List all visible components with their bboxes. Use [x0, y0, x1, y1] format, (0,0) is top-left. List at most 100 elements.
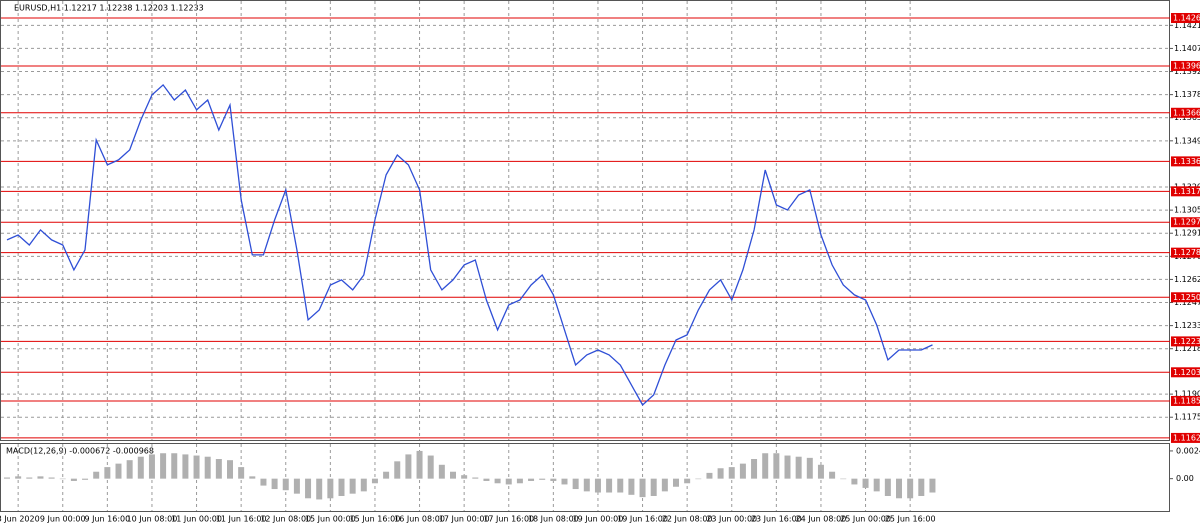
- macd-bar: [59, 478, 66, 480]
- x-tick-label: 25 Jun 16:00: [885, 515, 936, 524]
- macd-bar: [505, 478, 512, 485]
- x-tick-label: 16 Jun 08:00: [394, 515, 445, 524]
- macd-bar: [494, 478, 501, 484]
- macd-bar: [516, 478, 523, 484]
- macd-bar: [126, 460, 133, 479]
- macd-bar: [862, 478, 869, 488]
- x-tick-label: 9 Jun 00:00: [40, 515, 86, 524]
- macd-bar: [918, 478, 925, 496]
- macd-bar: [817, 464, 824, 479]
- x-tick-label: 9 Jun 16:00: [84, 515, 130, 524]
- macd-bar: [48, 477, 55, 479]
- macd-bar: [461, 475, 468, 479]
- y-tick-label: 1.12475: [1174, 298, 1200, 307]
- level-label-box: [1171, 292, 1200, 303]
- x-tick-label: 10 Jun 08:00: [127, 515, 178, 524]
- x-tick-label: 11 Jun 16:00: [216, 515, 267, 524]
- macd-bar: [483, 478, 490, 481]
- macd-bar: [227, 460, 233, 479]
- macd-bar: [717, 468, 724, 479]
- price-line: [6, 83, 933, 407]
- macd-bar: [82, 478, 89, 480]
- y-tick-label: 1.13780: [1174, 90, 1200, 99]
- macd-bar: [550, 478, 557, 481]
- macd-bar: [606, 478, 613, 493]
- macd-bar: [4, 477, 10, 479]
- level-label-box: [1171, 247, 1200, 258]
- macd-bar: [762, 453, 769, 479]
- macd-bar: [896, 478, 902, 499]
- macd-bar: [706, 472, 713, 479]
- macd-bar: [26, 477, 33, 479]
- macd-bar: [215, 459, 222, 479]
- macd-bar: [773, 453, 780, 479]
- macd-bar: [271, 478, 278, 490]
- x-tick-label: 17 Jun 00:00: [439, 515, 490, 524]
- macd-bar: [371, 478, 378, 484]
- macd-bar: [115, 463, 122, 479]
- x-tick-label: 19 Jun 00:00: [573, 515, 624, 524]
- x-tick-label: 23 Jun 16:00: [751, 515, 802, 524]
- y-tick-label: 1.14215: [1174, 21, 1200, 30]
- level-label: 1.11857: [1173, 396, 1200, 405]
- main-panel-frame: [0, 0, 1170, 441]
- macd-bar: [338, 478, 345, 496]
- level-label-box: [1171, 367, 1200, 378]
- macd-bar: [806, 457, 813, 479]
- x-tick-label: 8 Jun 2020: [0, 515, 40, 524]
- x-tick-label: 12 Jun 08:00: [260, 515, 311, 524]
- macd-bar: [204, 456, 211, 479]
- x-tick-label: 11 Jun 00:00: [171, 515, 222, 524]
- macd-bar: [784, 455, 791, 479]
- x-tick-label: 23 Jun 00:00: [706, 515, 757, 524]
- macd-bar: [416, 450, 423, 479]
- macd-bar: [673, 478, 679, 487]
- macd-bar: [182, 454, 189, 479]
- macd-title: MACD(12,26,9) -0.000672 -0.000968: [6, 447, 154, 456]
- y-tick-label: 1.11900: [1174, 390, 1200, 399]
- macd-bar: [305, 478, 312, 499]
- level-label-box: [1171, 13, 1200, 24]
- macd-panel-frame: [0, 443, 1170, 512]
- macd-bar: [104, 467, 111, 479]
- macd-bar: [450, 471, 456, 479]
- macd-bar: [15, 476, 22, 479]
- level-label-box: [1171, 107, 1200, 118]
- y-tick-label: 1.13490: [1174, 136, 1200, 145]
- macd-bar: [594, 478, 601, 493]
- macd-bar: [572, 478, 579, 490]
- level-label: 1.12037: [1173, 368, 1200, 377]
- macd-bar: [160, 453, 167, 479]
- macd-bar: [929, 478, 936, 493]
- macd-bar: [260, 478, 267, 486]
- level-label: 1.12788: [1173, 248, 1200, 257]
- macd-bar: [293, 478, 300, 494]
- macd-bar: [70, 478, 77, 481]
- macd-bar: [349, 478, 356, 494]
- macd-bar: [795, 456, 802, 479]
- chart-title: EURUSD,H1 1.12217 1.12238 1.12203 1.1223…: [14, 4, 204, 13]
- macd-bar: [427, 455, 434, 479]
- x-tick-label: 24 Jun 08:00: [796, 515, 847, 524]
- level-label-box: [1171, 60, 1200, 71]
- macd-bar: [360, 478, 367, 492]
- level-label: 1.13960: [1173, 61, 1200, 70]
- macd-bar: [829, 471, 836, 479]
- y-tick-label: 1.12620: [1174, 275, 1200, 284]
- macd-bar: [238, 467, 245, 479]
- level-label: 1.12979: [1173, 218, 1200, 227]
- macd-bar: [37, 476, 44, 479]
- level-label-box: [1171, 395, 1200, 406]
- macd-bar: [316, 478, 323, 500]
- macd-tick-label: 0.00: [1176, 474, 1194, 483]
- macd-bar: [282, 478, 289, 491]
- macd-bar: [739, 463, 746, 479]
- macd-bar: [728, 467, 735, 479]
- macd-bar: [583, 478, 590, 492]
- macd-bar: [171, 453, 178, 479]
- macd-bar: [394, 461, 401, 479]
